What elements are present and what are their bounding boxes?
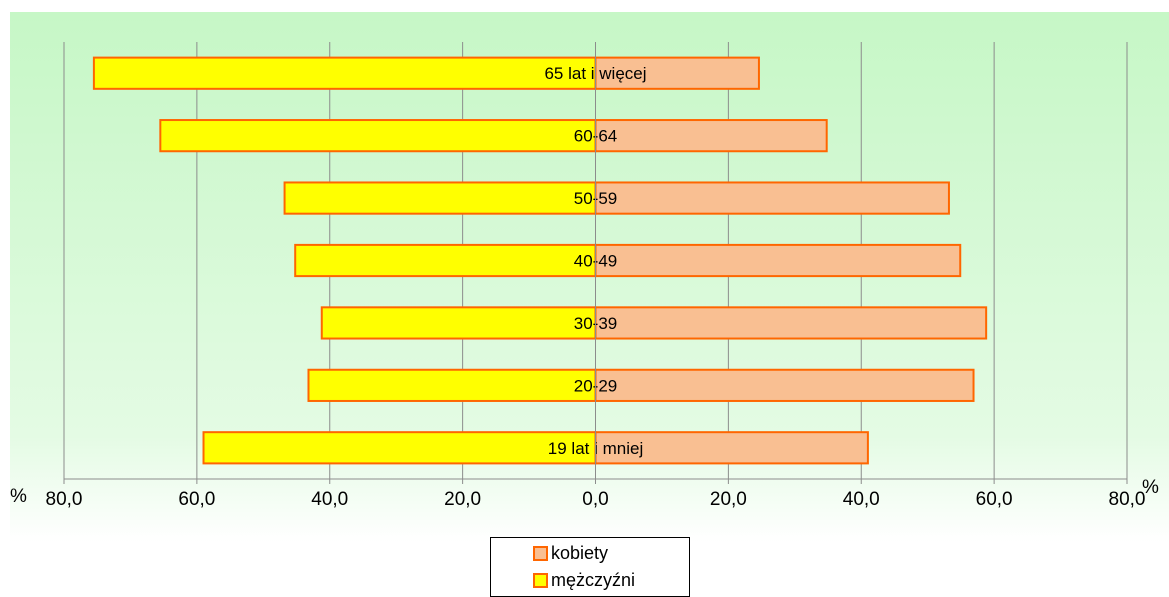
bar-mezczyzni-0 bbox=[92, 56, 597, 90]
x-tick-label-2: 40,0 bbox=[311, 489, 348, 510]
x-tick-label-0: 80,0 bbox=[46, 489, 83, 510]
x-tick-label-6: 40,0 bbox=[843, 489, 880, 510]
bar-mezczyzni-6 bbox=[202, 431, 597, 465]
bar-mezczyzni-1 bbox=[159, 119, 597, 153]
unit-label-right: % bbox=[1142, 477, 1159, 498]
bar-kobiety-6 bbox=[594, 431, 869, 465]
x-tick-label-7: 60,0 bbox=[976, 489, 1013, 510]
x-tick-label-8: 80,0 bbox=[1109, 489, 1146, 510]
legend-swatch-mezczyzni bbox=[533, 573, 548, 588]
x-tick-label-4: 0,0 bbox=[582, 489, 608, 510]
bar-kobiety-3 bbox=[594, 243, 962, 278]
bar-mezczyzni-5 bbox=[307, 368, 597, 402]
legend-label-mezczyzni: mężczyźni bbox=[551, 570, 636, 590]
bar-kobiety-0 bbox=[594, 56, 760, 90]
bar-mezczyzni-3 bbox=[294, 243, 597, 278]
bar-mezczyzni-2 bbox=[283, 181, 597, 215]
bar-kobiety-5 bbox=[594, 368, 975, 402]
bar-mezczyzni-4 bbox=[320, 306, 597, 340]
bar-kobiety-4 bbox=[594, 306, 988, 340]
x-tick-label-3: 20,0 bbox=[444, 489, 481, 510]
legend-item-kobiety: kobiety bbox=[533, 540, 689, 567]
legend-swatch-kobiety bbox=[533, 546, 548, 561]
x-tick-label-1: 60,0 bbox=[178, 489, 215, 510]
bar-kobiety-1 bbox=[594, 119, 828, 153]
unit-label-left: % bbox=[10, 486, 27, 507]
bar-kobiety-2 bbox=[594, 181, 950, 215]
legend-item-mezczyzni: mężczyźni bbox=[533, 567, 689, 594]
legend: kobiety mężczyźni bbox=[490, 537, 690, 597]
legend-label-kobiety: kobiety bbox=[551, 543, 609, 563]
x-tick-label-5: 20,0 bbox=[710, 489, 747, 510]
